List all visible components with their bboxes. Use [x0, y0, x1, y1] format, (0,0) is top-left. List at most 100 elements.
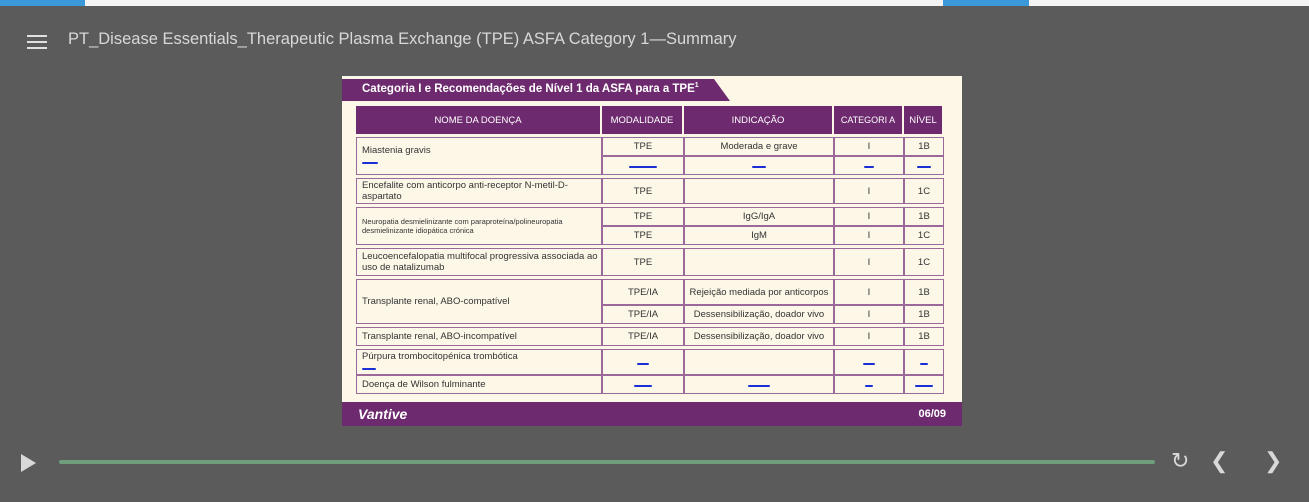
pen-annotation [362, 162, 378, 164]
page-number: 06/09 [918, 408, 946, 420]
modality-cell: TPE/IA [602, 305, 684, 324]
table-row: Doença de Wilson fulminante [356, 375, 944, 394]
slide-footer: Vantive 06/09 [342, 402, 962, 426]
category-cell: I [834, 226, 904, 245]
category-cell: I [834, 178, 904, 204]
category-cell: I [834, 327, 904, 346]
chevron-left-icon[interactable]: ❮ [1210, 448, 1229, 473]
chevron-right-icon[interactable]: ❯ [1264, 448, 1283, 473]
category-cell [834, 156, 904, 175]
category-cell [834, 349, 904, 375]
table-row: Miastenia gravis TPE Moderada e grave I … [356, 137, 944, 175]
modality-cell: TPE [602, 207, 684, 226]
slide-title: Categoria I e Recomendações de Nível 1 d… [362, 82, 699, 95]
play-icon[interactable] [21, 454, 36, 472]
column-header-modality: MODALIDADE [602, 106, 684, 134]
indication-cell: IgG/IgA [684, 207, 834, 226]
player-controls: ↻ ❮ ❯ [0, 440, 1309, 484]
pen-annotation [865, 385, 873, 387]
category-cell: I [834, 137, 904, 156]
disease-name: Doença de Wilson fulminante [356, 375, 602, 394]
slide-title-footnote: 1 [694, 82, 699, 89]
table-row: Púrpura trombocitopénica trombótica [356, 349, 944, 375]
indication-cell [684, 349, 834, 375]
pen-annotation [634, 385, 652, 387]
pen-annotation [752, 166, 766, 168]
level-cell [904, 156, 944, 175]
column-header-level: NÍVEL [904, 106, 944, 134]
course-title: PT_Disease Essentials_Therapeutic Plasma… [68, 30, 737, 48]
indication-cell [684, 178, 834, 204]
column-header-indication: INDICAÇÃO [684, 106, 834, 134]
slide: Categoria I e Recomendações de Nível 1 d… [342, 76, 962, 426]
pen-annotation [917, 166, 931, 168]
pen-annotation [863, 362, 875, 365]
level-cell: 1C [904, 178, 944, 204]
table-row: Encefalite com anticorpo anti-receptor N… [356, 178, 944, 204]
pen-annotation [864, 166, 874, 168]
disease-name: Transplante renal, ABO-incompatível [356, 327, 602, 346]
level-cell: 1B [904, 207, 944, 226]
level-cell [904, 375, 944, 394]
table-row: TPE/IA Dessensibilização, doador vivo I … [356, 305, 944, 324]
table-row: Neuropatia desmielinizante com paraprote… [356, 207, 944, 245]
disease-name: Miastenia gravis [356, 137, 602, 175]
pen-annotation [629, 166, 657, 168]
table-row: Transplante renal, ABO-compatível TPE/IA… [356, 279, 944, 324]
table-row: Transplante renal, ABO-incompatível TPE/… [356, 327, 944, 346]
modality-cell: TPE [602, 137, 684, 156]
level-cell: 1C [904, 226, 944, 245]
level-cell: 1B [904, 137, 944, 156]
table-row: Leucoencefalopatia multifocal progressiv… [356, 248, 944, 276]
pen-annotation [637, 362, 649, 365]
replay-icon[interactable]: ↻ [1171, 448, 1190, 473]
top-progress-segment [943, 0, 1029, 6]
disease-name: Encefalite com anticorpo anti-receptor N… [356, 178, 602, 204]
top-progress-bar [0, 0, 1309, 6]
indication-cell [684, 248, 834, 276]
indication-cell: Dessensibilização, doador vivo [684, 327, 834, 346]
column-header-disease: NOME DA DOENÇA [356, 106, 602, 134]
indication-cell: Dessensibilização, doador vivo [684, 305, 834, 324]
level-cell: 1C [904, 248, 944, 276]
top-progress-segment [0, 0, 85, 6]
modality-cell [602, 349, 684, 375]
indication-cell: Rejeição mediada por anticorpos [684, 279, 834, 305]
category-cell [834, 375, 904, 394]
table-header-row: NOME DA DOENÇA MODALIDADE INDICAÇÃO CATE… [356, 106, 944, 134]
category-cell: I [834, 207, 904, 226]
level-cell: 1B [904, 279, 944, 305]
pen-annotation [920, 362, 928, 365]
category-cell: I [834, 305, 904, 324]
category-cell: I [834, 248, 904, 276]
disease-name: Leucoencefalopatia multifocal progressiv… [356, 248, 602, 276]
modality-cell: TPE/IA [602, 327, 684, 346]
pen-annotation [362, 368, 376, 370]
seek-bar[interactable] [59, 460, 1155, 464]
modality-cell: TPE [602, 248, 684, 276]
indication-cell [684, 375, 834, 394]
table-row: TPE IgM I 1C [356, 226, 944, 245]
column-header-category: CATEGORI A [834, 106, 904, 134]
category-cell: I [834, 279, 904, 305]
indication-cell [684, 156, 834, 175]
indication-cell: Moderada e grave [684, 137, 834, 156]
level-cell: 1B [904, 327, 944, 346]
hamburger-menu-icon[interactable] [27, 35, 47, 49]
brand-logo: Vantive [358, 406, 408, 422]
level-cell [904, 349, 944, 375]
level-cell: 1B [904, 305, 944, 324]
pen-annotation [748, 385, 770, 387]
disease-name: Neuropatia desmielinizante com paraprote… [356, 207, 602, 245]
modality-cell: TPE [602, 178, 684, 204]
modality-cell: TPE [602, 226, 684, 245]
table-row [356, 156, 944, 175]
pen-annotation [915, 385, 933, 387]
slide-title-text: Categoria I e Recomendações de Nível 1 d… [362, 82, 695, 95]
disease-name: Transplante renal, ABO-compatível [356, 279, 602, 324]
indication-cell: IgM [684, 226, 834, 245]
modality-cell [602, 156, 684, 175]
slide-header-banner [342, 79, 730, 101]
modality-cell [602, 375, 684, 394]
disease-name: Púrpura trombocitopénica trombótica [356, 349, 602, 375]
